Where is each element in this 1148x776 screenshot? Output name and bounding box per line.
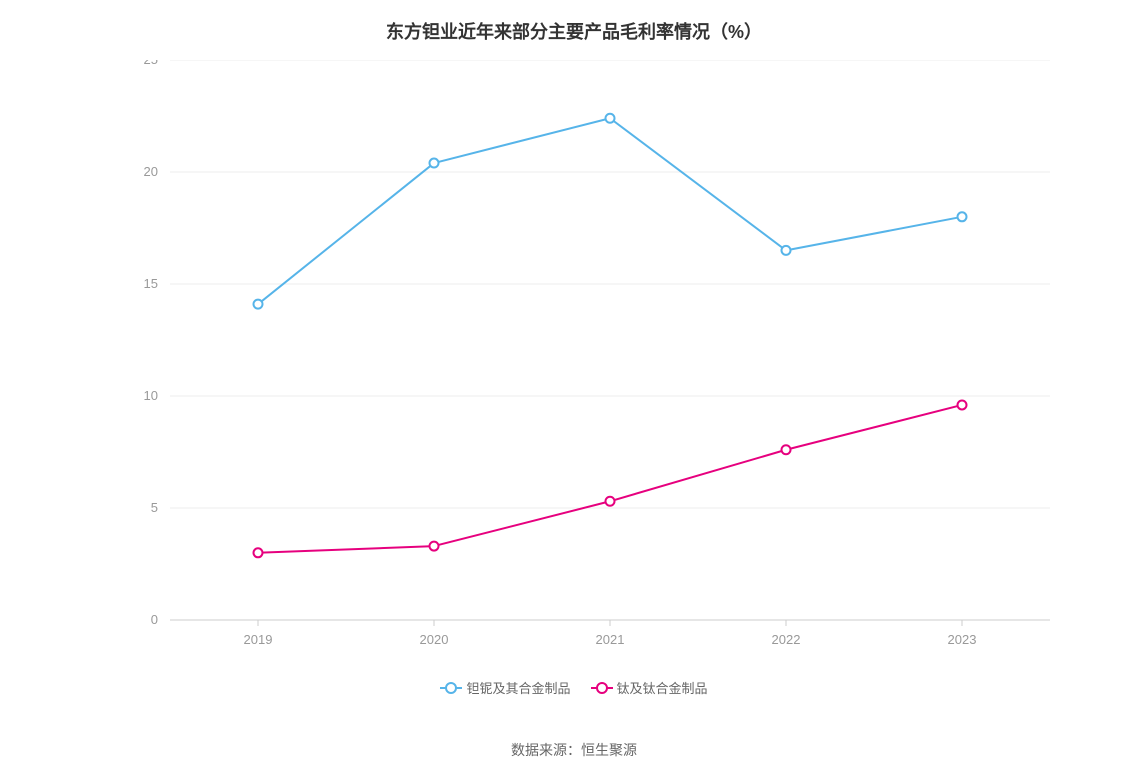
- series-marker-0: [430, 159, 439, 168]
- legend-item-1[interactable]: 钛及钛合金制品: [591, 678, 708, 697]
- x-axis-label: 2023: [948, 632, 977, 647]
- legend-swatch-icon: [591, 681, 613, 695]
- legend-label: 钽铌及其合金制品: [466, 678, 570, 697]
- series-line-0: [258, 118, 962, 304]
- legend-label: 钛及钛合金制品: [617, 678, 708, 697]
- series-marker-1: [782, 445, 791, 454]
- x-axis-label: 2020: [420, 632, 449, 647]
- series-line-1: [258, 405, 962, 553]
- series-marker-1: [430, 542, 439, 551]
- chart-legend: 钽铌及其合金制品 钛及钛合金制品: [0, 678, 1148, 697]
- series-marker-0: [254, 300, 263, 309]
- series-marker-0: [782, 246, 791, 255]
- series-marker-1: [606, 497, 615, 506]
- chart-plot-area: 0 5 10 15 20 25 2019 2020 2021 2022 2023: [140, 60, 1070, 660]
- source-label: 数据来源：: [511, 742, 581, 758]
- series-marker-1: [958, 400, 967, 409]
- x-axis-label: 2019: [244, 632, 273, 647]
- chart-title: 东方钽业近年来部分主要产品毛利率情况（%）: [0, 18, 1148, 44]
- y-axis-label: 5: [151, 500, 158, 515]
- y-axis-label: 0: [151, 612, 158, 627]
- y-axis-label: 20: [144, 164, 158, 179]
- series-marker-0: [606, 114, 615, 123]
- y-axis-label: 15: [144, 276, 158, 291]
- series-marker-1: [254, 548, 263, 557]
- series-marker-0: [958, 212, 967, 221]
- source-value: 恒生聚源: [581, 742, 637, 758]
- y-axis-label: 10: [144, 388, 158, 403]
- y-axis-label: 25: [144, 60, 158, 67]
- chart-container: 东方钽业近年来部分主要产品毛利率情况（%） 0 5 10 15 20 25 2019 2020…: [0, 0, 1148, 776]
- legend-swatch-icon: [440, 681, 462, 695]
- chart-source: 数据来源：恒生聚源: [0, 740, 1148, 760]
- x-axis-label: 2021: [596, 632, 625, 647]
- chart-svg: 0 5 10 15 20 25 2019 2020 2021 2022 2023: [140, 60, 1070, 660]
- legend-item-0[interactable]: 钽铌及其合金制品: [440, 678, 570, 697]
- x-axis-label: 2022: [772, 632, 801, 647]
